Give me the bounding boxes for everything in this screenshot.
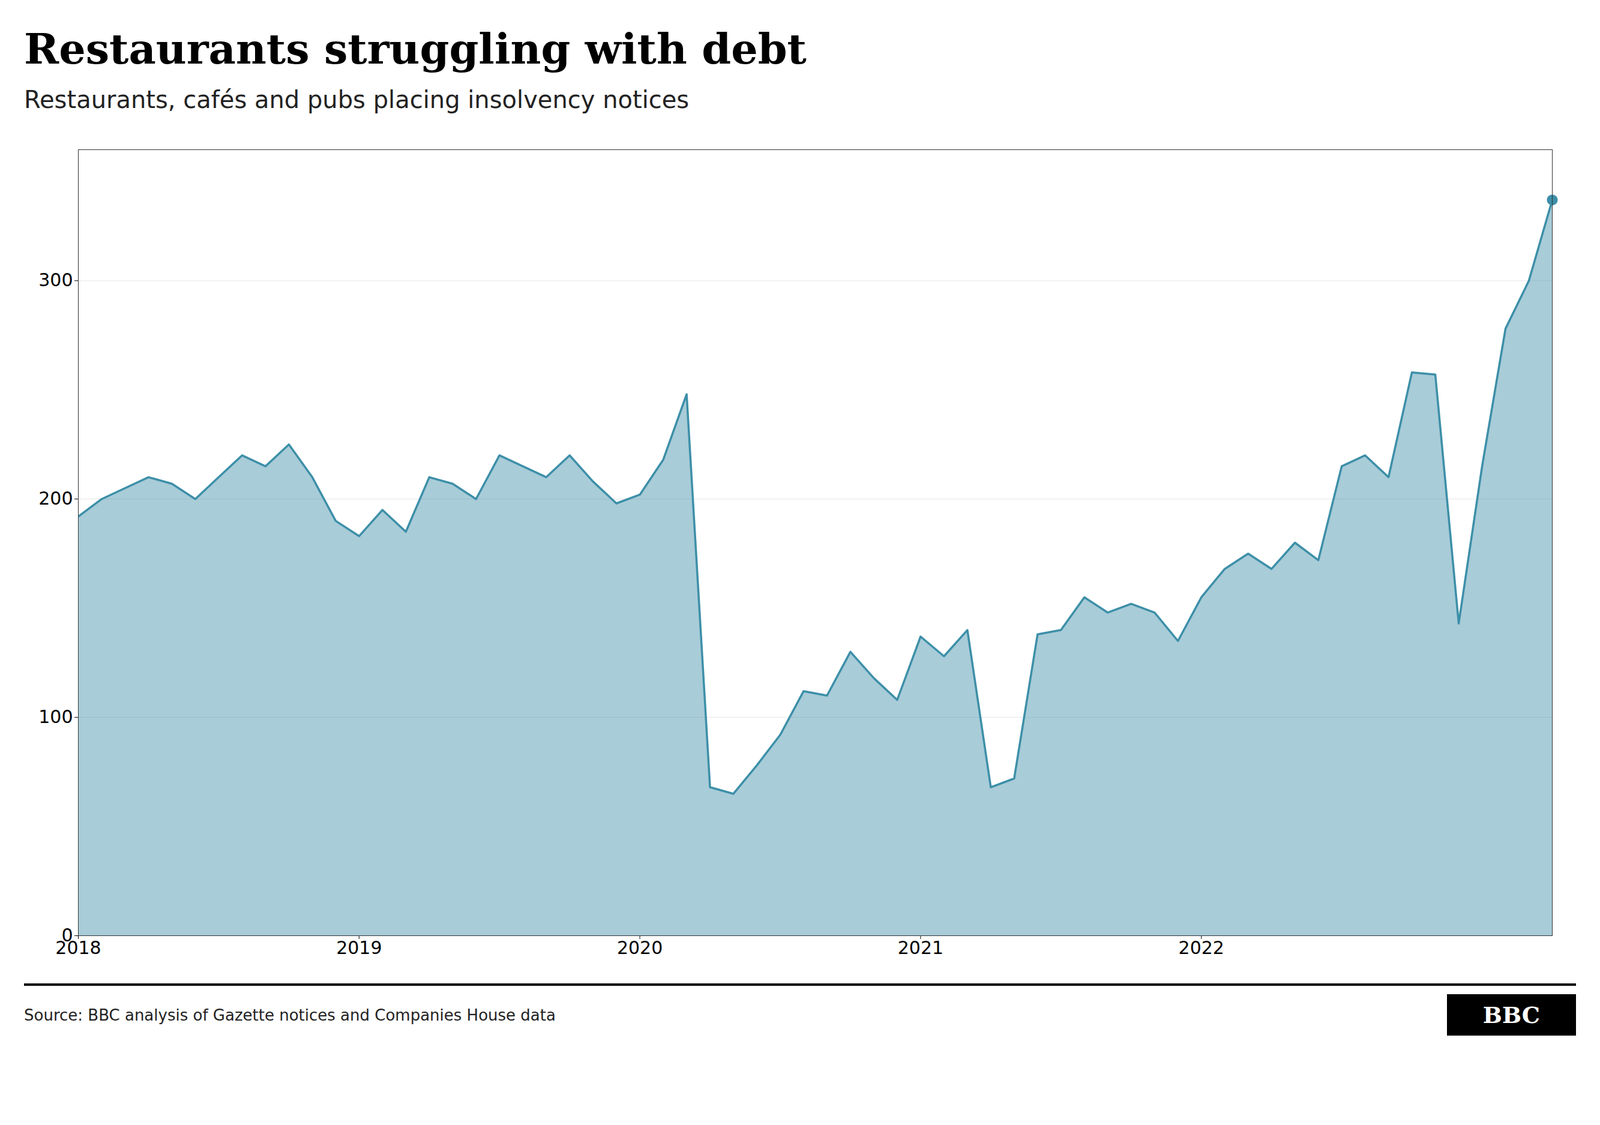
svg-text:2018: 2018 <box>55 937 101 959</box>
svg-text:2020: 2020 <box>616 937 663 959</box>
html-text:Restaurants, cafés and pubs pl: Restaurants, cafés and pubs placing inso… <box>24 85 690 114</box>
html-text:Restaurants struggling with de: Restaurants struggling with debt <box>24 24 807 74</box>
svg-text:300: 300 <box>38 269 73 291</box>
svg-text:0: 0 <box>61 924 73 946</box>
html-text:Source: BBC analysis of Gazett: Source: BBC analysis of Gazette notices … <box>24 1006 556 1025</box>
html-text:BBC: BBC <box>1482 1001 1540 1029</box>
svg-text:2021: 2021 <box>897 937 944 959</box>
svg-text:2022: 2022 <box>1178 937 1225 959</box>
svg-text:2019: 2019 <box>336 937 382 959</box>
svg-text:200: 200 <box>38 487 73 509</box>
svg-text:100: 100 <box>38 706 73 728</box>
